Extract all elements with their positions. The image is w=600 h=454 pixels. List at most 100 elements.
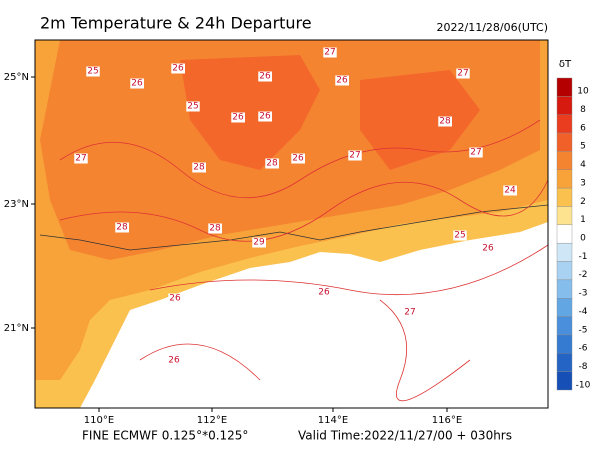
colorbar-box [556,114,573,134]
contour-label-bg [265,158,279,169]
contour-label-bg [258,111,272,122]
contour-label-bg [469,147,483,158]
contour-label: 27 [404,308,415,318]
contour-label-bg [456,68,470,79]
colorbar-box [556,279,573,299]
contour-label: 28 [193,163,205,173]
colorbar-label: -4 [579,307,588,317]
lon-tick-label: 114°E [318,415,348,426]
colorbar-unit: δT [559,59,572,70]
colorbar-label: 2 [580,197,586,207]
contour-label: 24 [504,186,516,196]
lat-tick-label: 21°N [4,323,29,334]
contour-label-bg [115,222,129,233]
colorbar-label: -10 [576,380,591,390]
contour-label: 26 [336,76,348,86]
colorbar-box [556,169,573,189]
colorbar-label: 5 [580,142,586,152]
contour-label: 25 [187,102,198,112]
lat-tick-label: 23°N [4,199,29,210]
colorbar-box [556,187,573,207]
contour-label-bg [323,47,337,58]
contour-label: 27 [349,151,360,161]
colorbar-label: -6 [579,344,588,354]
contour-label: 28 [266,159,278,169]
contour-label-bg [168,293,182,304]
contour-label: 26 [259,72,271,82]
colorbar-box [556,298,573,317]
contour-label-bg [252,237,266,248]
footer-model: FINE ECMWF 0.125°*0.125° [82,429,248,443]
colorbar-label: -2 [579,270,588,280]
contour-label: 26 [169,294,181,304]
contour-label: 28 [116,223,128,233]
colorbar-box [556,334,573,354]
contour-label: 26 [292,154,304,164]
contour-label: 25 [87,67,98,77]
colorbar-box [556,151,573,170]
contour-label-bg [348,150,362,161]
footer-valid-time: Valid Time:2022/11/27/00 + 030hrs [298,429,512,443]
contour-label-bg [171,63,185,74]
contour-label: 26 [131,79,143,89]
contour-label-bg [86,66,100,77]
lon-tick-label: 110°E [84,415,114,426]
contour-label-bg [453,230,467,241]
contour-label-bg [130,78,144,89]
contour-label: 26 [172,64,184,74]
land-hottest [180,55,480,170]
coastline [39,204,549,251]
colorbar-label: 10 [577,87,589,97]
contour-label: 27 [75,154,86,164]
contour-label: 29 [253,238,265,248]
contour-label-bg [231,112,245,123]
contour-label: 27 [457,69,468,79]
contour-labels: 25 26 26 26 27 26 25 26 26 27 28 27 28 2… [74,47,517,366]
contour-label-bg [438,116,452,127]
contour-label-bg [74,153,88,164]
contour-label: 27 [470,148,481,158]
colorbar-label: 8 [580,105,586,115]
colorbar-label: 4 [580,160,586,170]
contour-label: 26 [259,112,271,122]
title: 2m Temperature & 24h Departure [40,14,312,33]
contour-label-bg [503,185,517,196]
colorbar-box [556,96,573,115]
colorbar-label: 6 [580,123,586,133]
contour-label-bg [403,307,417,318]
contour-label: 28 [209,224,221,234]
lat-tick-label: 25°N [4,72,29,83]
contour-label: 28 [439,117,451,127]
colorbar-box [556,77,573,97]
colorbar-box [556,206,573,226]
colorbar-box [556,224,573,244]
contour-label-bg [291,153,305,164]
contour-label-bg [258,71,272,82]
map-frame [34,39,549,409]
colorbar-label: -3 [579,289,588,299]
colorbar-label: -8 [579,362,588,372]
colorbar-box [556,371,573,391]
lon-tick-label: 116°E [432,415,462,426]
contour-label: 26 [318,288,330,298]
colorbar-label: 1 [580,215,586,225]
contour-label-bg [192,162,206,173]
datetime: 2022/11/28/06(UTC) [437,21,549,34]
contour-label-bg [208,223,222,234]
contour-label-bg [481,243,495,254]
contour-label-bg [335,75,349,86]
contour-label: 26 [482,244,494,254]
colorbar-box [556,316,573,336]
contour-label: 25 [454,231,465,241]
contour-label: 26 [232,113,244,123]
colorbar-label: 3 [580,178,586,188]
colorbar-label: 0 [580,234,586,244]
contours [59,119,549,402]
colorbar-box [556,242,573,262]
colorbar-label: -1 [579,252,588,262]
contour-label: 26 [168,356,180,366]
map [34,39,549,409]
contour-label-bg [167,355,181,366]
contour-label-bg [317,287,331,298]
